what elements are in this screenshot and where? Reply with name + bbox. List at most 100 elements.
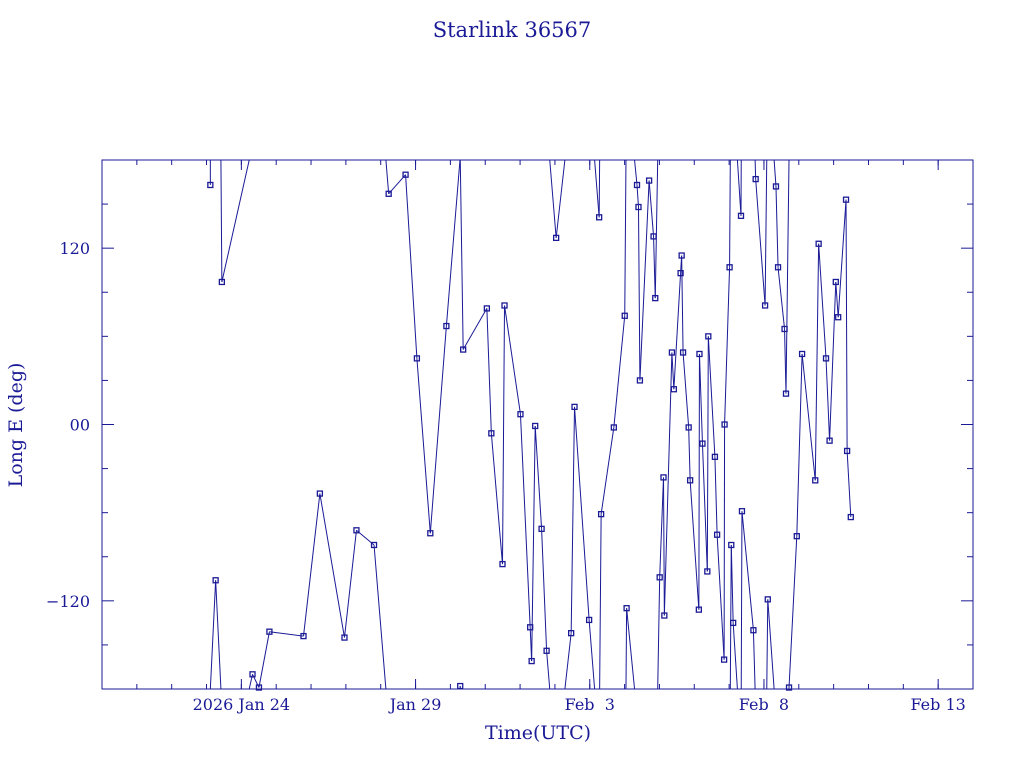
data-point (249, 671, 256, 678)
data-point (528, 657, 535, 665)
x-tick-label: Feb 8 (739, 695, 789, 714)
series-segment (657, 577, 661, 689)
data-point (695, 606, 703, 613)
data-point (679, 349, 687, 356)
series-segment (698, 353, 703, 444)
series-segment (835, 281, 839, 318)
data-point (761, 302, 769, 309)
data-point (815, 240, 822, 247)
x-tick-label: Feb 13 (910, 695, 965, 714)
data-point (774, 264, 782, 271)
series-segment (689, 480, 700, 610)
data-point (543, 647, 550, 654)
series-segment (599, 514, 602, 689)
series-segment (634, 160, 638, 186)
data-point (483, 305, 491, 312)
series-segment (534, 425, 543, 529)
series-segment (531, 425, 536, 662)
data-point (370, 541, 378, 549)
data-point (645, 177, 653, 184)
data-point (822, 355, 830, 362)
data-point (595, 214, 603, 221)
data-point (443, 322, 450, 330)
data-point (685, 424, 692, 431)
series-segment (796, 353, 803, 537)
data-point (764, 596, 771, 603)
data-point (843, 447, 851, 455)
series-segment (754, 160, 757, 180)
data-point (660, 474, 667, 481)
series-segment (639, 180, 650, 381)
series-segment (716, 534, 725, 660)
data-point (832, 278, 839, 286)
series-segment (636, 184, 639, 208)
data-point (402, 171, 409, 178)
series-segment (626, 608, 636, 689)
data-point (737, 212, 745, 219)
series-segment (752, 630, 756, 689)
axis-ticks: 2026 Jan 24 Jan 29 Feb 3 Feb 8 Feb 13 120 00 −1… (46, 160, 974, 714)
series-segment (688, 427, 691, 481)
series-segment (549, 160, 557, 238)
data-point (847, 513, 854, 521)
data-point (812, 477, 819, 484)
series-segment (600, 427, 615, 515)
data-point (501, 302, 508, 309)
data-point (635, 203, 642, 211)
data-point (532, 422, 539, 430)
data-point (705, 333, 712, 340)
series-segment (818, 243, 827, 359)
series-segment (215, 580, 222, 689)
series-segment (546, 650, 551, 689)
data-point (696, 350, 703, 358)
data-point (266, 628, 273, 635)
data-point (752, 175, 759, 183)
data-point (212, 577, 219, 584)
series-segment (648, 180, 655, 237)
series-segment (429, 326, 447, 534)
series-segment (663, 352, 673, 616)
series-segment (405, 174, 418, 359)
data-point (826, 437, 833, 444)
data-point (720, 656, 728, 663)
data-point (730, 619, 737, 627)
data-point (636, 377, 644, 384)
series-segment (681, 255, 684, 353)
data-point (553, 234, 560, 242)
x-tick-label: Jan 29 (388, 695, 442, 714)
series-segment (785, 160, 790, 394)
data-point (781, 325, 788, 333)
data-point (750, 627, 757, 634)
series-segment (814, 243, 820, 481)
series-segment (574, 406, 590, 620)
series-segment (343, 530, 357, 638)
series-segment (490, 433, 503, 565)
series-segment (519, 414, 531, 628)
data-point (656, 574, 663, 581)
y-tick-label: 120 (59, 239, 90, 258)
series-segment (416, 358, 431, 534)
series-segment (707, 336, 716, 457)
data-point (670, 386, 678, 393)
series-segment (613, 315, 626, 428)
data-point (353, 527, 360, 534)
data-point (772, 183, 780, 190)
data-point (842, 196, 850, 203)
data-point (677, 269, 684, 277)
data-point (738, 508, 746, 515)
series-segment (462, 308, 488, 350)
data-point (835, 314, 842, 321)
series-segment (486, 308, 492, 434)
y-tick-label: 00 (70, 416, 90, 435)
data-point (711, 453, 719, 460)
series-segment (730, 544, 734, 623)
data-point (413, 355, 421, 362)
data-point (316, 490, 324, 497)
series-segment (736, 160, 742, 216)
x-tick-label: Feb 3 (565, 695, 615, 714)
series-segment (788, 536, 798, 688)
data-point (460, 346, 467, 353)
data-point (713, 531, 721, 538)
series-segment (829, 281, 837, 441)
